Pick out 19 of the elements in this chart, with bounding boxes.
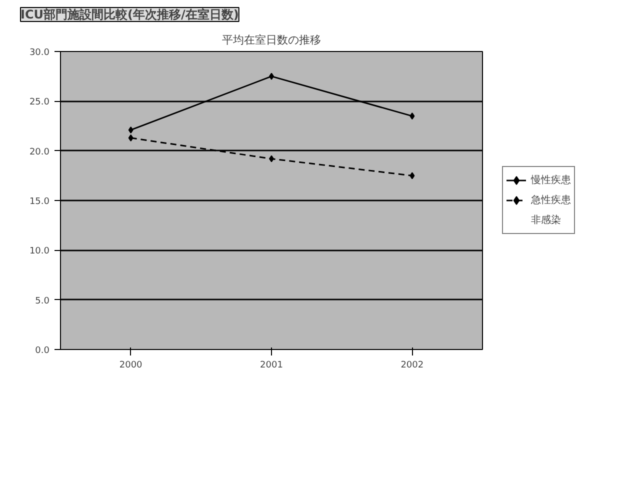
x-tick-label: 2000 [119,360,143,370]
x-tick-label: 2002 [400,360,424,370]
point [410,112,415,120]
point [128,134,134,142]
text: 非感染 [531,214,561,227]
y-tick-label: 30.0 [29,48,50,58]
y-tick-label: 0.0 [35,346,50,356]
chart-subtitle: 平均在室日数の推移 [222,34,321,46]
point [128,126,134,134]
y-tick-label: 20.0 [29,147,50,158]
y-tick-label: 10.0 [29,246,50,257]
y-tick-label: 25.0 [29,98,50,108]
legend-label: 急性疾患 [531,194,571,207]
legend-label: 慢性疾患 [531,174,571,187]
chart-title: ICU部門施設間比較(年次推移/在室日数) [20,8,239,22]
y-tick-label: 5.0 [35,296,50,306]
point [410,172,415,180]
x-tick-label: 2001 [260,360,283,370]
y-tick-label: 15.0 [29,197,50,207]
